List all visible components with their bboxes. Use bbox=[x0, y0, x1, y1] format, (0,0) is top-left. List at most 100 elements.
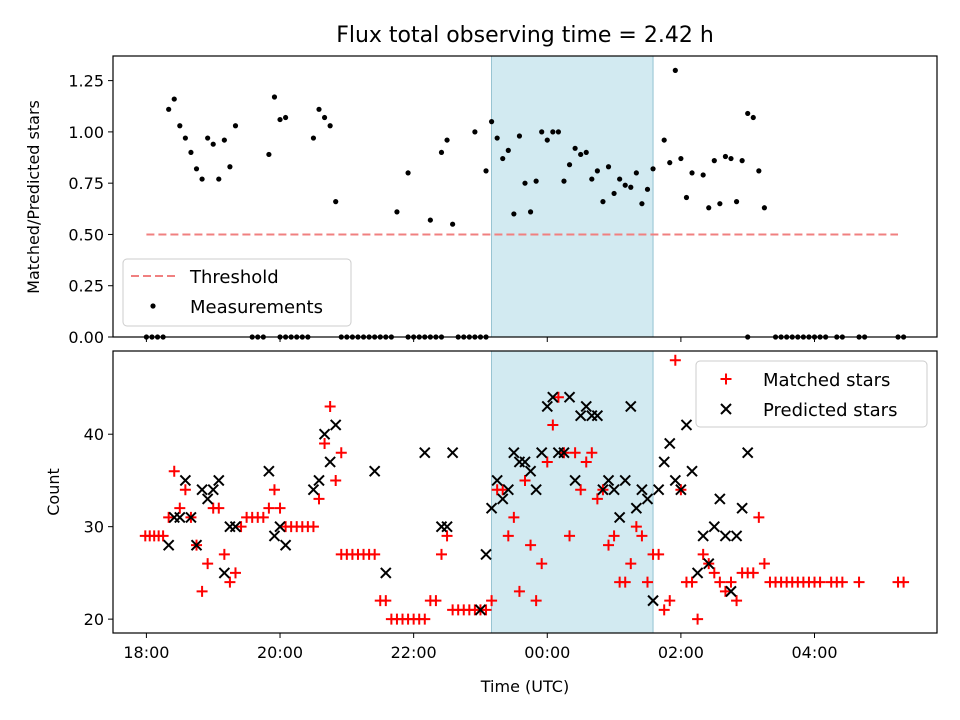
predicted-stars-point-7 bbox=[201, 493, 214, 505]
ratio-axes-frame bbox=[112, 55, 938, 338]
measurements-point-15 bbox=[227, 164, 233, 170]
x-tick-label-1: 20:00 bbox=[257, 643, 303, 662]
measurements-point-31 bbox=[316, 106, 322, 112]
ratio-highlight-layer bbox=[491, 55, 654, 338]
x-tick-label-0: 18:00 bbox=[123, 643, 169, 662]
predicted-stars-point-0 bbox=[162, 539, 175, 551]
measurements-point-94 bbox=[644, 186, 651, 192]
predicted-stars-point-19 bbox=[318, 428, 331, 440]
predicted-stars-point-39 bbox=[535, 446, 548, 459]
measurements-point-83 bbox=[583, 149, 589, 156]
count-legend: Matched stars Predicted stars bbox=[695, 360, 928, 428]
predicted-stars-point-14 bbox=[268, 530, 281, 542]
matched-stars-point-31 bbox=[307, 521, 319, 533]
predicted-stars-point-41 bbox=[547, 391, 559, 403]
matched-stars-point-18 bbox=[235, 521, 247, 533]
matched-stars-point-69 bbox=[513, 585, 525, 597]
predicted-stars-point-75 bbox=[736, 502, 748, 514]
predicted-stars-point-5 bbox=[190, 539, 203, 551]
matched-stars-point-71 bbox=[525, 539, 537, 551]
predicted-stars-point-29 bbox=[480, 548, 492, 561]
legend-predicted-swatch bbox=[720, 403, 732, 415]
matched-stars-point-45 bbox=[380, 595, 392, 607]
x-axis-label: Time (UTC) bbox=[480, 677, 569, 696]
matched-stars-point-14 bbox=[213, 502, 225, 514]
measurements-point-74 bbox=[533, 178, 539, 184]
measurements-point-21 bbox=[271, 94, 278, 100]
matched-stars-point-73 bbox=[536, 558, 548, 570]
predicted-stars-point-65 bbox=[680, 419, 693, 431]
measurements-point-109 bbox=[739, 158, 745, 164]
count-y-tick-label-0: 20 bbox=[84, 610, 104, 629]
measurements-point-91 bbox=[628, 184, 634, 190]
predicted-stars-point-17 bbox=[307, 483, 320, 496]
matched-stars-point-92 bbox=[641, 576, 653, 588]
legend-matched-label: Matched stars bbox=[763, 370, 890, 391]
matched-stars-point-22 bbox=[257, 511, 269, 523]
matched-stars-point-63 bbox=[480, 604, 492, 616]
measurements-point-32 bbox=[321, 114, 328, 121]
predicted-stars-point-38 bbox=[530, 483, 542, 496]
legend-threshold-label: Threshold bbox=[189, 267, 279, 288]
predicted-stars-point-61 bbox=[658, 456, 670, 468]
matched-stars-point-43 bbox=[369, 548, 381, 560]
measurements-point-105 bbox=[717, 201, 723, 207]
measurements-point-72 bbox=[522, 180, 528, 186]
measurements-point-112 bbox=[756, 168, 762, 174]
measurements-point-104 bbox=[711, 158, 717, 164]
predicted-stars-point-49 bbox=[591, 410, 604, 422]
predicted-stars-point-20 bbox=[324, 456, 336, 468]
ratio-measurement-marks bbox=[143, 67, 907, 340]
matched-stars-point-108 bbox=[731, 595, 743, 607]
measurements-point-100 bbox=[683, 194, 690, 201]
count-y-tick-label-2: 40 bbox=[84, 425, 104, 444]
matched-stars-point-35 bbox=[330, 474, 342, 486]
predicted-stars-point-58 bbox=[641, 493, 654, 505]
measurements-point-89 bbox=[617, 176, 623, 182]
measurements-point-12 bbox=[210, 141, 216, 147]
measurements-point-34 bbox=[333, 199, 339, 205]
predicted-stars-point-67 bbox=[691, 567, 704, 579]
ratio-highlight-span bbox=[491, 55, 654, 338]
matched-stars-point-112 bbox=[753, 511, 765, 523]
matched-stars-point-80 bbox=[575, 484, 587, 496]
legend-measurements-swatch bbox=[150, 303, 156, 309]
measurements-point-103 bbox=[706, 205, 712, 211]
predicted-stars-point-68 bbox=[697, 530, 709, 542]
predicted-stars-point-76 bbox=[741, 446, 754, 459]
matched-stars-point-34 bbox=[324, 400, 336, 412]
measurements-point-86 bbox=[600, 199, 606, 205]
predicted-stars-point-63 bbox=[669, 474, 682, 487]
matched-stars-point-86 bbox=[608, 530, 620, 542]
matched-stars-point-32 bbox=[313, 493, 325, 505]
matched-stars-point-78 bbox=[564, 530, 576, 542]
measurements-point-78 bbox=[555, 129, 562, 135]
matched-stars-point-105 bbox=[714, 576, 726, 588]
measurements-point-76 bbox=[544, 137, 550, 143]
measurements-point-64 bbox=[472, 129, 478, 135]
predicted-stars-point-71 bbox=[714, 493, 726, 505]
measurements-point-66 bbox=[488, 119, 495, 125]
matched-stars-point-113 bbox=[758, 558, 770, 570]
ratio-y-tick-label-5: 1.25 bbox=[68, 72, 104, 91]
matched-stars-point-5 bbox=[163, 511, 175, 523]
measurements-point-30 bbox=[310, 135, 317, 141]
matched-stars-point-36 bbox=[335, 447, 347, 459]
predicted-stars-point-13 bbox=[263, 465, 275, 477]
measurements-point-79 bbox=[561, 178, 567, 184]
measurements-point-99 bbox=[678, 155, 684, 162]
predicted-stars-point-73 bbox=[725, 585, 737, 598]
predicted-stars-point-54 bbox=[619, 474, 631, 487]
count-y-axis-label: Count bbox=[44, 468, 63, 516]
measurements-point-55 bbox=[438, 149, 445, 156]
matched-stars-point-17 bbox=[229, 567, 241, 579]
matched-stars-point-83 bbox=[591, 493, 603, 505]
x-tick-label-5: 04:00 bbox=[791, 643, 837, 662]
matched-stars-point-72 bbox=[530, 595, 542, 607]
predicted-stars-point-3 bbox=[179, 474, 192, 487]
predicted-stars-point-56 bbox=[630, 502, 643, 514]
measurements-point-67 bbox=[494, 135, 500, 141]
predicted-stars-point-45 bbox=[569, 474, 581, 487]
matched-stars-point-24 bbox=[268, 484, 280, 496]
